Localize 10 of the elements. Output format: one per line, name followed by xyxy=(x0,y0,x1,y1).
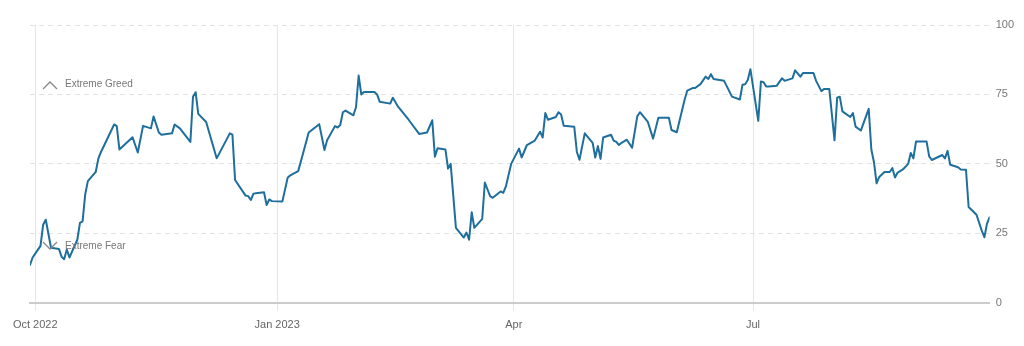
x-tick-label: Jul xyxy=(745,318,761,331)
x-tick-label: Oct 2022 xyxy=(12,318,58,331)
x-tick-label: Jan 2023 xyxy=(254,318,300,331)
annotation: Extreme Greed xyxy=(65,78,133,90)
x-tick-label: Apr xyxy=(505,318,523,331)
y-tick-label: 25 xyxy=(995,226,1008,239)
y-tick-label: 50 xyxy=(995,156,1008,169)
y-tick-label: 100 xyxy=(995,18,1015,31)
y-tick-label: 75 xyxy=(995,87,1008,100)
y-tick-label: 0 xyxy=(995,295,1002,308)
